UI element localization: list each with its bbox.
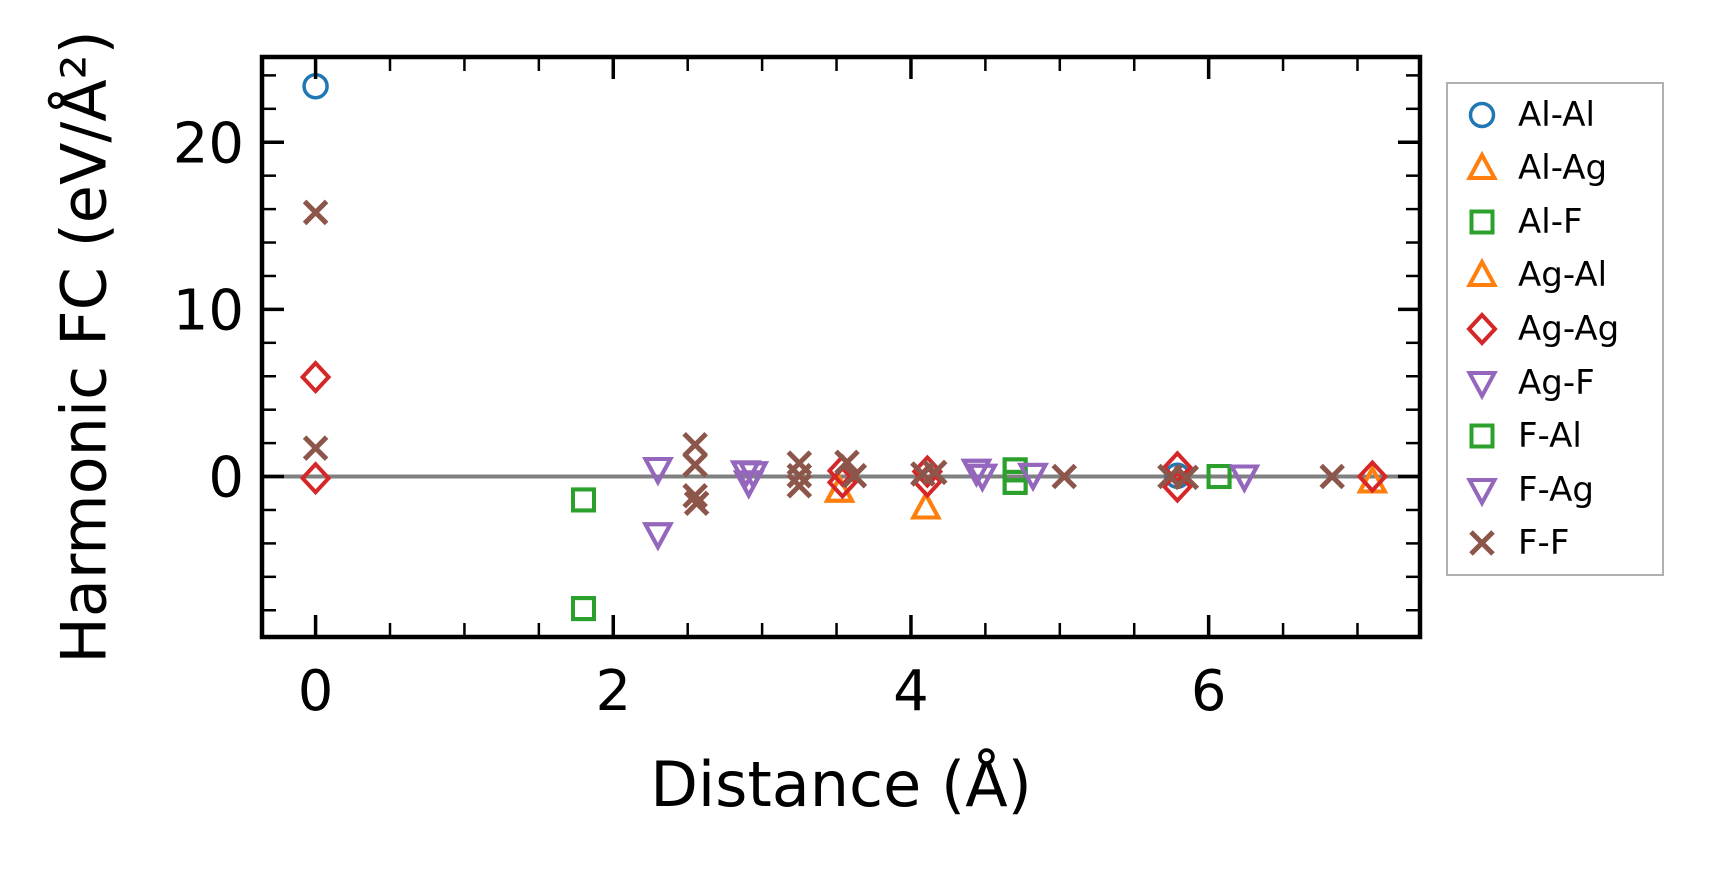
x-marker-icon <box>1469 530 1495 556</box>
data-point-marker <box>571 487 597 513</box>
data-point-marker <box>786 472 813 499</box>
data-point-marker <box>1469 423 1495 449</box>
legend-label: Al-F <box>1518 201 1583 242</box>
y-tick-label: 0 <box>208 446 244 511</box>
series-ag-ag <box>299 360 1389 504</box>
x-tick-label: 4 <box>893 659 929 724</box>
x-tick-label: 0 <box>298 659 334 724</box>
legend-item-ag-ag: Ag-Ag <box>1448 304 1662 354</box>
legend-label: Al-Al <box>1518 94 1595 135</box>
plot-frame <box>259 54 1423 640</box>
data-point-marker <box>1466 370 1498 400</box>
circle-marker-icon <box>1468 101 1496 129</box>
data-point-marker <box>1466 151 1498 181</box>
series-f-f <box>302 199 1345 517</box>
data-point-marker <box>299 360 332 395</box>
axis-ticks <box>264 59 1418 635</box>
triangle-up-marker-icon <box>1466 151 1498 181</box>
data-point-marker <box>1228 464 1261 494</box>
data-point-marker <box>682 482 708 509</box>
legend-item-f-al: F-Al <box>1448 411 1662 461</box>
diamond-marker-icon <box>1466 312 1498 346</box>
data-point-marker <box>571 596 597 622</box>
data-point-marker <box>732 470 765 500</box>
square-marker-icon <box>1469 423 1495 449</box>
y-tick-label: 10 <box>173 279 244 344</box>
y-tick-label: 20 <box>173 111 244 176</box>
data-point-marker <box>642 522 674 552</box>
square-marker-icon <box>1469 209 1495 235</box>
data-point-marker <box>1466 258 1498 288</box>
legend-label: Ag-Ag <box>1518 308 1620 349</box>
data-point-marker <box>909 490 942 520</box>
data-point-marker <box>1469 530 1495 556</box>
data-point-marker <box>960 458 993 488</box>
series-f-ag <box>642 457 1261 552</box>
data-point-marker <box>682 432 708 458</box>
y-axis-label: Harmonic FC (eV/Å²) <box>47 30 121 664</box>
data-point-marker <box>302 435 329 461</box>
triangle-down-marker-icon <box>1466 370 1498 400</box>
legend: Al-Al Al-Ag Al-F Ag-Al Ag-Ag Ag-F F-Al F-Ag F-F <box>1446 82 1664 576</box>
data-point-marker <box>1173 464 1200 491</box>
data-point-marker <box>966 463 999 493</box>
series-al-al <box>302 73 1191 489</box>
x-tick-label: 2 <box>595 659 631 724</box>
legend-item-ag-f: Ag-F <box>1448 358 1662 408</box>
data-point-marker <box>571 596 597 622</box>
legend-label: F-Ag <box>1518 469 1594 510</box>
data-point-marker <box>1017 462 1049 493</box>
legend-item-f-f: F-F <box>1448 518 1662 568</box>
data-point-marker <box>1206 464 1232 490</box>
data-point-marker <box>1466 477 1498 507</box>
legend-item-al-ag: Al-Ag <box>1448 143 1662 193</box>
series-f-al <box>571 457 1232 622</box>
tick-labels: 0 2 4 6 0 10 20 <box>173 111 1227 724</box>
data-point-marker <box>1161 469 1194 504</box>
triangle-down-marker-icon <box>1466 477 1498 507</box>
data-point-marker <box>1466 312 1498 346</box>
data-point-marker <box>302 199 329 226</box>
legend-label: Al-Ag <box>1518 148 1608 189</box>
triangle-up-marker-icon <box>1466 258 1498 288</box>
legend-item-f-ag: F-Ag <box>1448 465 1662 515</box>
data-point-marker <box>1002 457 1028 483</box>
data-point-marker <box>922 459 948 486</box>
data-point-marker <box>786 462 813 489</box>
legend-item-al-f: Al-F <box>1448 197 1662 247</box>
data-point-marker <box>1469 209 1495 235</box>
data-point-marker <box>683 490 710 517</box>
legend-label: Ag-Al <box>1518 255 1608 296</box>
x-axis-label: Distance (Å) <box>650 748 1032 821</box>
legend-label: Ag-F <box>1518 362 1595 403</box>
x-tick-label: 6 <box>1191 659 1227 724</box>
data-point-marker <box>1002 469 1028 495</box>
data-point-marker <box>834 449 860 476</box>
data-point-marker <box>682 452 708 478</box>
data-point-marker <box>1319 463 1345 490</box>
series-al-f <box>571 457 1232 622</box>
data-point-marker <box>1468 101 1496 129</box>
data-point-marker <box>1051 463 1078 490</box>
data-point-marker <box>571 487 597 513</box>
legend-item-al-al: Al-Al <box>1448 90 1662 140</box>
data-point-marker <box>299 461 332 496</box>
legend-label: F-Al <box>1518 416 1582 457</box>
data-point-marker <box>1356 459 1389 494</box>
legend-item-ag-al: Ag-Al <box>1448 250 1662 300</box>
legend-label: F-F <box>1518 523 1570 564</box>
data-point-marker <box>841 462 868 489</box>
data-point-marker <box>642 457 674 487</box>
